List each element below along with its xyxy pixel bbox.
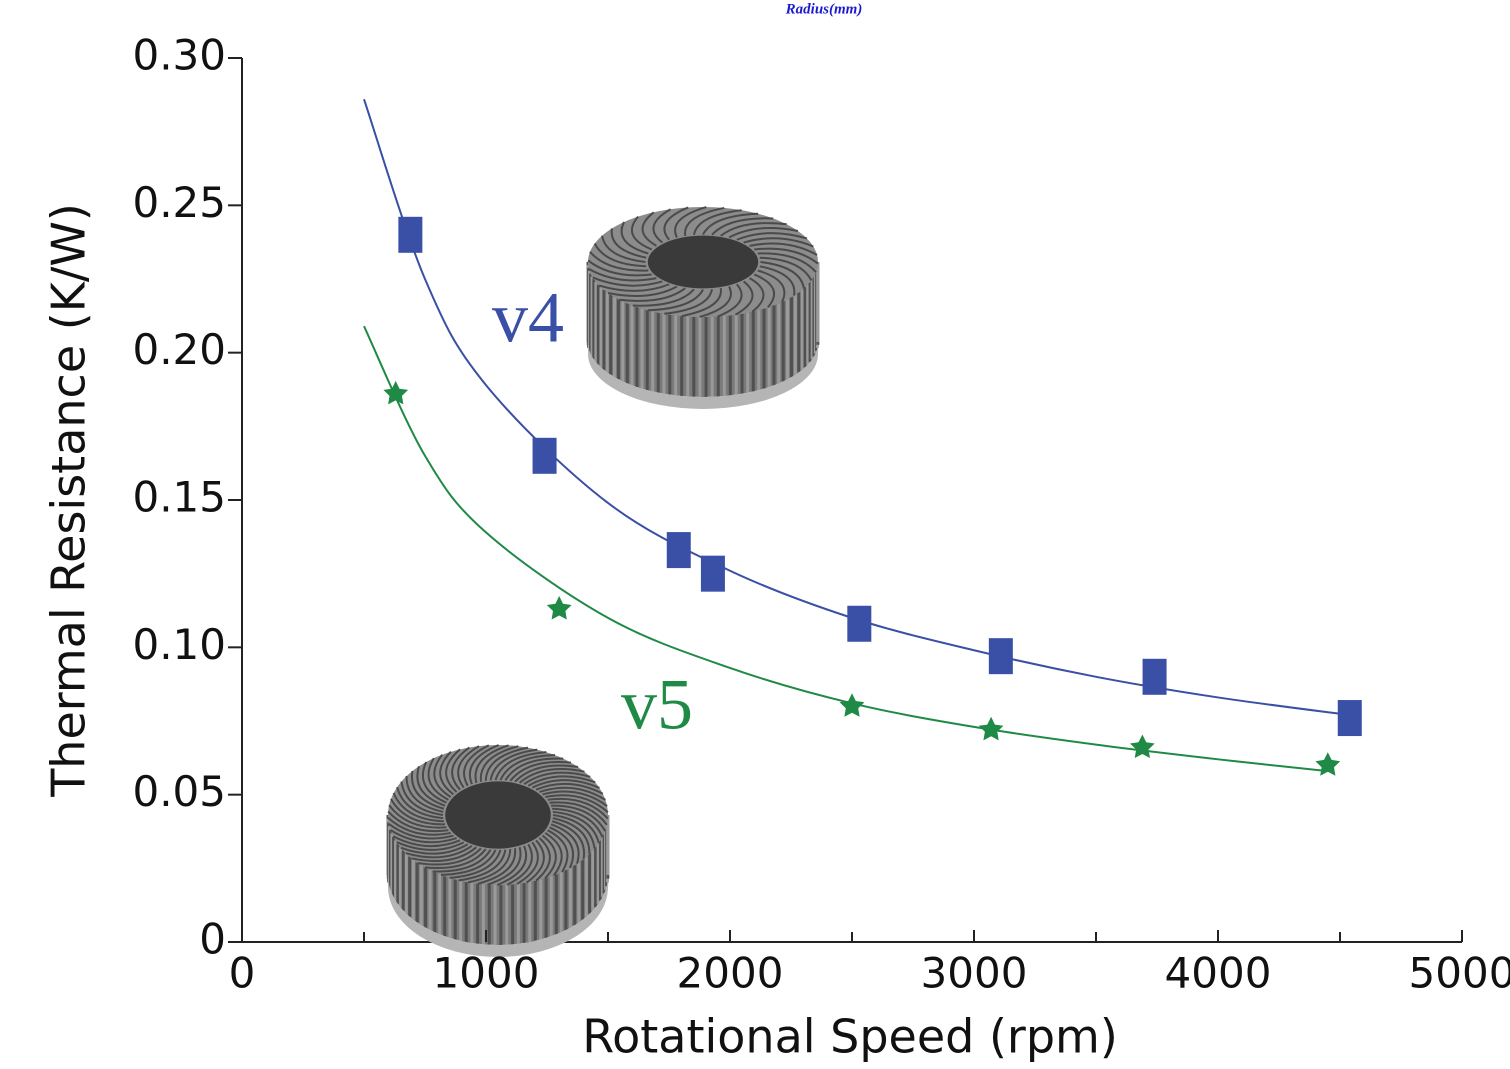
heatsink-hole — [445, 781, 551, 848]
x-tick-label: 1000 — [433, 949, 540, 998]
data-point — [533, 438, 557, 474]
data-point — [979, 717, 1004, 741]
y-axis-label: Thermal Resistance (K/W) — [42, 203, 96, 798]
x-tick-label: 4000 — [1165, 949, 1272, 998]
y-tick-label: 0.25 — [132, 178, 226, 227]
data-point — [1315, 752, 1340, 776]
x-tick-label: 3000 — [921, 949, 1028, 998]
y-tick-label: 0.30 — [132, 31, 226, 80]
series-label: v4 — [492, 278, 564, 358]
heatsink-hole — [648, 236, 758, 289]
top-caption: Radius(mm) — [785, 1, 863, 17]
data-point — [701, 556, 725, 592]
heatsink-v5-image — [388, 745, 608, 957]
y-tick-label: 0.05 — [132, 767, 226, 816]
x-tick-label: 0 — [229, 949, 256, 998]
data-point — [667, 532, 691, 568]
data-point — [547, 596, 572, 620]
x-axis-label: Rotational Speed (rpm) — [582, 1010, 1118, 1064]
data-point — [847, 606, 871, 642]
y-tick-label: 0 — [199, 915, 226, 964]
data-point — [840, 693, 865, 717]
data-point — [383, 381, 408, 405]
y-tick-label: 0.20 — [132, 325, 226, 374]
y-tick-label: 0.10 — [132, 620, 226, 669]
data-point — [1143, 659, 1167, 695]
data-point — [989, 638, 1013, 674]
data-point — [398, 217, 422, 253]
chart: Radius(mm) Rotational Speed (rpm) Therma… — [0, 0, 1510, 1069]
data-point — [1338, 700, 1362, 736]
x-tick-label: 2000 — [677, 949, 784, 998]
heatsink-v4-image — [588, 207, 818, 409]
y-tick-label: 0.15 — [132, 473, 226, 522]
x-tick-label: 5000 — [1409, 949, 1510, 998]
data-point — [1130, 735, 1155, 759]
series-label: v5 — [621, 665, 693, 745]
